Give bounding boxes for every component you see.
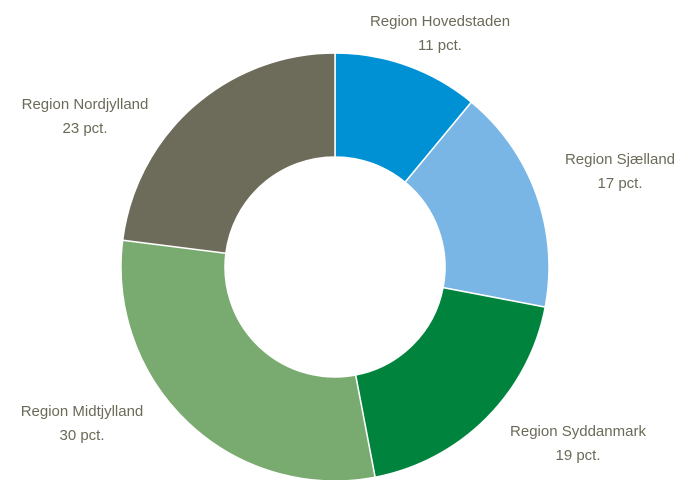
donut-slice [404, 101, 550, 308]
donut-slice [354, 286, 547, 479]
slice-value-label: 11 pct. [418, 37, 462, 54]
slice-label: Region Hovedstaden [370, 13, 510, 30]
slice-label: Region Midtjylland [21, 403, 144, 420]
slice-label: Region Sjælland [565, 151, 675, 168]
slice-value-label: 19 pct. [555, 447, 600, 464]
slice-label: Region Nordjylland [22, 96, 149, 113]
slice-label: Region Syddanmark [510, 423, 646, 440]
slice-value-label: 30 pct. [59, 427, 104, 444]
slice-value-label: 23 pct. [62, 120, 107, 137]
donut-slice [121, 52, 336, 255]
slice-value-label: 17 pct. [597, 175, 642, 192]
donut-slice [120, 239, 376, 480]
